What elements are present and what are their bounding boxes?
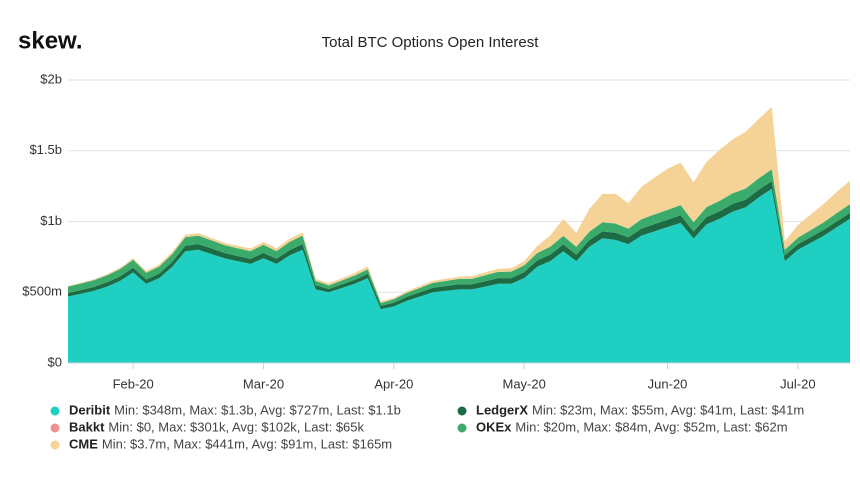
legend-summary: Min: $3.7m, Max: $441m, Avg: $91m, Last:… <box>102 436 392 451</box>
legend-summary: Min: $348m, Max: $1.3b, Avg: $727m, Last… <box>114 402 401 417</box>
x-tick-label: Mar-20 <box>243 376 284 391</box>
legend-name: Deribit <box>69 402 111 417</box>
y-tick-label: $1.5b <box>29 142 62 157</box>
legend-marker <box>50 440 60 450</box>
brand-logo: skew. <box>18 27 83 54</box>
x-tick-label: Jun-20 <box>648 376 688 391</box>
y-tick-label: $0 <box>48 354 62 369</box>
legend-summary: Min: $20m, Max: $84m, Avg: $52m, Last: $… <box>515 419 787 434</box>
legend-name: Bakkt <box>69 419 105 434</box>
area-cme <box>68 106 850 304</box>
legend-marker <box>50 423 60 433</box>
area-deribit <box>68 189 850 363</box>
legend-marker <box>457 406 467 416</box>
legend-summary: Min: $0, Max: $301k, Avg: $102k, Last: $… <box>108 419 364 434</box>
x-tick-label: May-20 <box>502 376 545 391</box>
x-tick-label: Apr-20 <box>374 376 413 391</box>
chart-title: Total BTC Options Open Interest <box>322 34 540 51</box>
legend-marker <box>457 423 467 433</box>
legend-name: LedgerX <box>476 402 528 417</box>
x-tick-label: Feb-20 <box>113 376 154 391</box>
legend-name: CME <box>69 436 98 451</box>
legend-marker <box>50 406 60 416</box>
legend-name: OKEx <box>476 419 512 434</box>
y-tick-label: $500m <box>22 284 62 299</box>
y-tick-label: $1b <box>40 213 62 228</box>
x-tick-label: Jul-20 <box>780 376 815 391</box>
y-tick-label: $2b <box>40 71 62 86</box>
legend-summary: Min: $23m, Max: $55m, Avg: $41m, Last: $… <box>532 402 804 417</box>
